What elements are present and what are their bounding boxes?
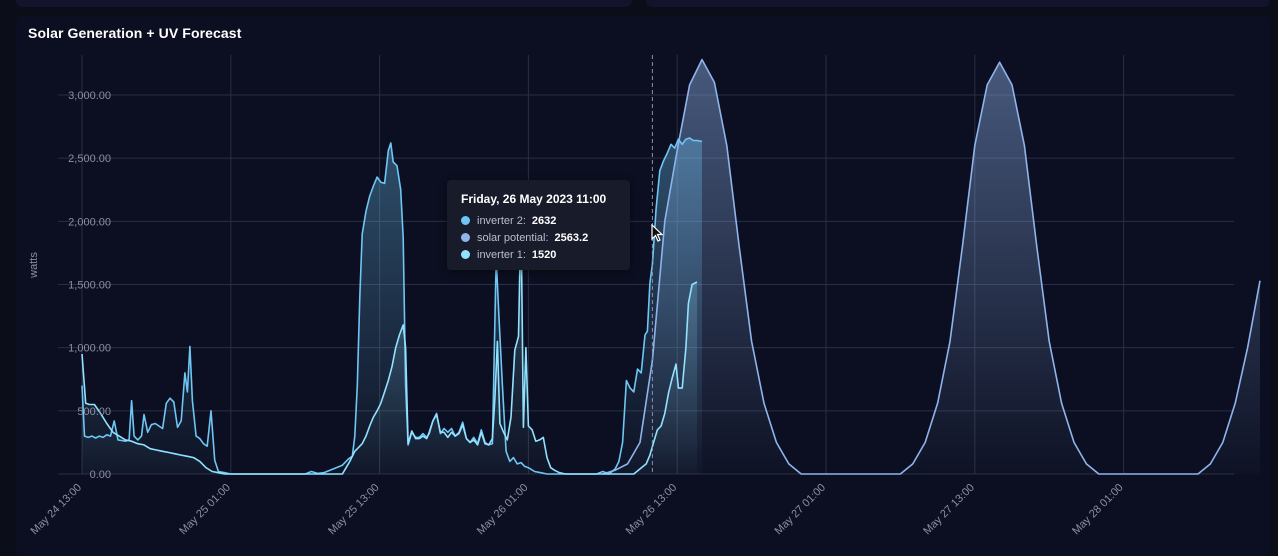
inverter-2-area bbox=[82, 138, 702, 474]
hover-tooltip: Friday, 26 May 2023 11:00 inverter 2: 26… bbox=[447, 180, 630, 270]
top-panel-left-stub bbox=[16, 0, 632, 7]
top-panel-right-stub bbox=[646, 0, 1270, 7]
tooltip-label: solar potential: bbox=[477, 231, 549, 244]
legend-dot-icon bbox=[461, 250, 470, 259]
y-tick-label: 2,000.00 bbox=[68, 216, 111, 228]
x-tick-label: May 25 01:00 bbox=[177, 482, 233, 538]
y-axis-label: watts bbox=[28, 252, 40, 279]
x-tick-label: May 26 13:00 bbox=[624, 482, 680, 538]
inverter-1-line bbox=[81, 210, 698, 475]
x-tick-label: May 28 01:00 bbox=[1070, 482, 1126, 538]
tooltip-value: 2632 bbox=[531, 214, 557, 227]
tooltip-label: inverter 1: bbox=[477, 248, 526, 261]
series-areas bbox=[82, 59, 1260, 474]
series-lines bbox=[81, 58, 1261, 475]
y-tick-label: 500.00 bbox=[77, 406, 111, 418]
solar-potential-line bbox=[602, 58, 1261, 475]
x-tick-label: May 24 13:00 bbox=[29, 482, 85, 538]
x-tick-label: May 25 13:00 bbox=[326, 482, 382, 538]
tooltip-row-inverter-2: inverter 2: 2632 bbox=[461, 212, 616, 229]
legend-dot-icon bbox=[461, 233, 470, 242]
y-tick-label: 0.00 bbox=[90, 469, 111, 481]
legend-dot-icon bbox=[461, 216, 470, 225]
mouse-pointer-icon bbox=[651, 224, 664, 242]
tooltip-title: Friday, 26 May 2023 11:00 bbox=[461, 192, 607, 206]
tooltip-value: 1520 bbox=[531, 248, 557, 261]
y-tick-label: 3,000.00 bbox=[68, 90, 111, 102]
panel-title: Solar Generation + UV Forecast bbox=[28, 25, 242, 41]
inverter-2-line bbox=[81, 137, 703, 475]
tooltip-value: 2563.2 bbox=[554, 231, 589, 244]
x-tick-label: May 27 01:00 bbox=[773, 482, 829, 538]
x-tick-label: May 27 13:00 bbox=[921, 482, 977, 538]
y-tick-label: 1,500.00 bbox=[68, 280, 111, 292]
tooltip-label: inverter 2: bbox=[477, 214, 526, 227]
tooltip-row-solar-potential: solar potential: 2563.2 bbox=[461, 229, 616, 246]
tooltip-row-inverter-1: inverter 1: 1520 bbox=[461, 246, 616, 263]
y-tick-label: 1,000.00 bbox=[68, 343, 111, 355]
inverter-1-area bbox=[82, 211, 697, 474]
y-tick-label: 2,500.00 bbox=[68, 153, 111, 165]
x-tick-label: May 26 01:00 bbox=[475, 482, 531, 538]
